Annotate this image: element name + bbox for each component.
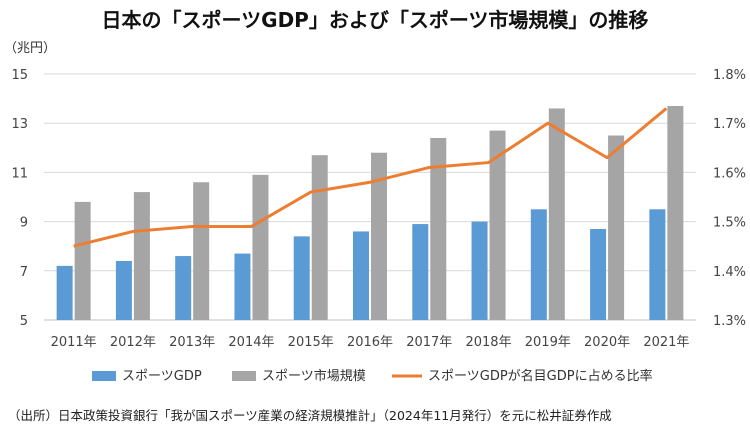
source-note: （出所）日本政策投資銀行「我が国スポーツ産業の経済規模推計」（2024年11月発… xyxy=(8,408,612,423)
bar-sports-market xyxy=(548,108,565,320)
legend-swatch-sports-market xyxy=(232,371,256,381)
y-right-tick-label: 1.7% xyxy=(713,117,746,132)
bar-sports-market xyxy=(74,201,91,320)
bar-sports-gdp xyxy=(649,209,666,320)
x-tick-label: 2017年 xyxy=(406,335,452,350)
x-tick-label: 2016年 xyxy=(347,335,393,350)
bar-sports-gdp xyxy=(175,256,192,320)
y-left-tick-label: 9 xyxy=(20,216,28,231)
y-right-tick-label: 1.8% xyxy=(713,68,746,83)
bar-sports-gdp xyxy=(590,228,607,320)
bar-sports-gdp xyxy=(412,224,429,320)
bar-sports-gdp xyxy=(353,231,369,320)
bar-sports-gdp xyxy=(530,209,547,320)
x-tick-label: 2021年 xyxy=(643,335,689,350)
bar-sports-gdp xyxy=(115,260,132,320)
y-left-unit-label: （兆円） xyxy=(4,41,56,56)
legend-label-sports-market: スポーツ市場規模 xyxy=(262,368,366,384)
x-tick-label: 2014年 xyxy=(228,335,274,350)
x-tick-label: 2011年 xyxy=(51,335,97,350)
y-right-tick-label: 1.5% xyxy=(713,216,746,231)
y-left-tick-label: 13 xyxy=(11,117,28,132)
bar-sports-market xyxy=(667,105,684,320)
bar-sports-gdp xyxy=(293,236,310,320)
bar-sports-gdp xyxy=(471,221,488,320)
legend: スポーツGDP スポーツ市場規模 スポーツGDPが名目GDPに占める比率 xyxy=(92,368,653,384)
bar-sports-gdp xyxy=(234,253,251,320)
bar-sports-market xyxy=(193,182,210,320)
line-gdp-ratio xyxy=(73,107,668,248)
y-left-tick-label: 15 xyxy=(11,68,28,83)
y-right-tick-label: 1.3% xyxy=(713,314,746,329)
y-left-tick-label: 11 xyxy=(11,166,28,181)
x-tick-label: 2015年 xyxy=(288,335,334,350)
bar-sports-market xyxy=(489,130,506,320)
x-tick-label: 2020年 xyxy=(584,335,630,350)
legend-swatch-sports-gdp xyxy=(92,371,116,381)
y-left-tick-label: 7 xyxy=(20,265,28,280)
bar-sports-market xyxy=(252,174,269,320)
bar-sports-gdp xyxy=(56,265,73,320)
bar-sports-market xyxy=(608,135,625,320)
x-tick-label: 2019年 xyxy=(525,335,571,350)
legend-label-gdp-ratio: スポーツGDPが名目GDPに占める比率 xyxy=(428,368,653,384)
bar-sports-market xyxy=(133,192,150,320)
bar-sports-market xyxy=(311,155,328,320)
bar-sports-market xyxy=(371,152,387,320)
y-right-tick-label: 1.6% xyxy=(713,166,746,181)
x-tick-label: 2013年 xyxy=(169,335,215,350)
x-tick-label: 2018年 xyxy=(465,335,511,350)
y-left-tick-label: 5 xyxy=(20,314,28,329)
x-tick-label: 2012年 xyxy=(110,335,156,350)
legend-label-sports-gdp: スポーツGDP xyxy=(122,369,202,384)
y-right-tick-label: 1.4% xyxy=(713,265,746,280)
bar-sports-market xyxy=(430,137,447,320)
chart-title: 日本の「スポーツGDP」および「スポーツ市場規模」の推移 xyxy=(102,8,649,32)
plot-area: 15 13 11 9 7 5 1.8% 1.7% 1.6% 1.5% 1.4% 1.3% 2011年 20… xyxy=(11,68,746,350)
